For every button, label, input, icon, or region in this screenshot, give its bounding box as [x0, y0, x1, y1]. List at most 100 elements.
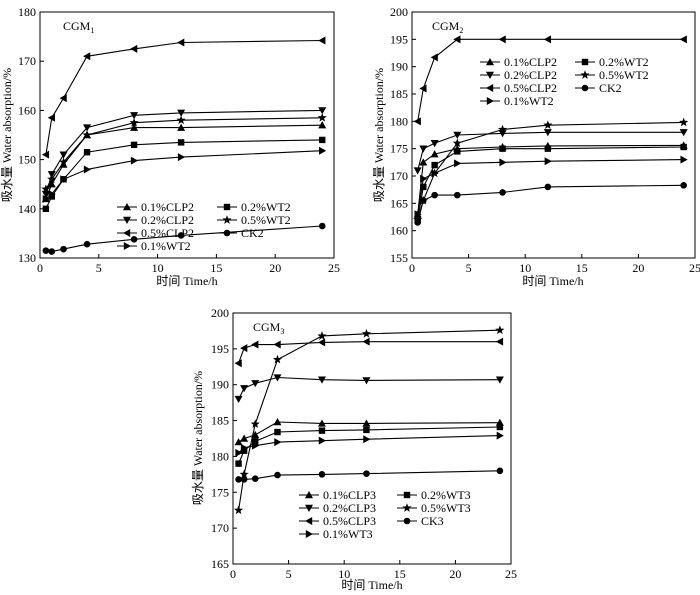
- data-point: [414, 210, 422, 219]
- panel-title-subscript: 2: [459, 26, 463, 35]
- y-tick-label: 155: [390, 251, 408, 265]
- legend-label: 0.2%CLP2: [504, 68, 557, 82]
- data-point: [234, 395, 243, 404]
- data-point: [235, 476, 242, 483]
- series-CK3: [235, 467, 504, 483]
- x-axis-label: 时间 Time/h: [522, 274, 583, 288]
- data-point: [317, 376, 326, 384]
- data-point: [679, 129, 688, 137]
- legend-marker: [486, 84, 494, 92]
- y-tick-label: 175: [211, 485, 229, 499]
- legend: 0.1%CLP2 0.2%WT2 0.2%CLP2 0.5%WT2 0.5%CLP2 CK…: [480, 55, 649, 108]
- data-point: [497, 124, 508, 134]
- data-point: [318, 107, 327, 115]
- panel-title: CGM2: [432, 19, 463, 35]
- data-point: [235, 448, 243, 457]
- data-point: [496, 423, 504, 431]
- series-line: [417, 184, 684, 223]
- legend-label: 0.5%CLP2: [504, 81, 557, 95]
- legend-item: 0.1%CLP3: [299, 488, 376, 502]
- legend-item: 0.5%WT2: [575, 68, 649, 82]
- data-point: [83, 240, 91, 248]
- data-point: [363, 435, 371, 444]
- data-point: [420, 197, 427, 204]
- legend: 0.1%CLP2 0.2%WT2 0.2%CLP2 0.5%WT2 0.5%CLP2 CK…: [117, 200, 291, 253]
- x-tick-label: 20: [632, 261, 644, 275]
- series-0.1%WT2: [42, 146, 327, 203]
- data-point: [498, 35, 506, 44]
- legend-label: 0.2%WT2: [599, 55, 649, 69]
- legend-label: 0.1%CLP2: [504, 55, 557, 69]
- x-tick-label: 10: [519, 261, 531, 275]
- data-point: [317, 338, 326, 347]
- data-point: [82, 130, 92, 139]
- data-point: [177, 38, 185, 47]
- data-point: [130, 123, 139, 131]
- data-point: [362, 377, 371, 385]
- y-tick-label: 190: [390, 60, 408, 74]
- data-point: [240, 344, 248, 353]
- data-point: [47, 180, 56, 188]
- data-point: [680, 143, 687, 151]
- data-point: [543, 35, 552, 44]
- y-tick-label: 200: [211, 306, 229, 320]
- data-point: [318, 436, 326, 445]
- data-point: [419, 84, 427, 93]
- y-tick-label: 185: [211, 414, 229, 428]
- data-point: [544, 183, 552, 191]
- series-line: [238, 435, 500, 454]
- legend-marker: [123, 216, 131, 224]
- data-point: [47, 174, 57, 184]
- data-point: [362, 419, 371, 427]
- data-point: [48, 190, 56, 199]
- data-point: [499, 189, 506, 196]
- data-point: [543, 120, 553, 130]
- data-point: [41, 190, 50, 199]
- series-0.5%WT2: [41, 112, 327, 193]
- x-tick-label: 25: [689, 261, 700, 275]
- data-point: [176, 115, 186, 125]
- data-point: [240, 443, 249, 452]
- x-tick-label: 20: [269, 261, 281, 275]
- series-CK2: [42, 222, 326, 255]
- y-tick-label: 190: [211, 378, 229, 392]
- data-point: [430, 53, 438, 62]
- data-point: [495, 337, 504, 346]
- y-tick-label: 180: [390, 114, 408, 128]
- y-tick-label: 170: [390, 169, 408, 183]
- x-axis-label: 时间 Time/h: [156, 274, 217, 288]
- legend-item: 0.1%WT2: [117, 239, 191, 253]
- legend-marker: [581, 58, 589, 66]
- legend-label: CK2: [241, 226, 264, 240]
- legend-marker: [222, 215, 232, 224]
- panel-title-main: CGM: [63, 19, 91, 33]
- legend-item: 0.1%CLP2: [117, 200, 194, 214]
- series-line: [45, 150, 323, 200]
- data-point: [272, 354, 283, 364]
- data-point: [679, 117, 689, 127]
- legend-label: CK3: [421, 514, 444, 528]
- legend-item: 0.2%WT2: [217, 200, 291, 214]
- legend-label: 0.2%CLP2: [141, 213, 194, 227]
- series-0.1%CLP3: [234, 418, 504, 446]
- data-point: [83, 52, 91, 61]
- series-0.2%CLP2: [41, 107, 327, 199]
- data-point: [317, 331, 327, 340]
- legend-item: CK3: [397, 514, 444, 528]
- legend-marker: [403, 491, 411, 499]
- data-point: [130, 44, 138, 53]
- x-tick-label: 0: [37, 261, 43, 275]
- data-point: [233, 505, 244, 515]
- legend-item: 0.1%WT3: [299, 527, 373, 541]
- legend-marker: [123, 203, 131, 211]
- data-point: [59, 94, 67, 103]
- legend-marker: [223, 203, 231, 211]
- data-point: [430, 150, 439, 158]
- data-point: [420, 174, 428, 183]
- legend-label: 0.1%CLP3: [323, 488, 376, 502]
- data-point: [83, 124, 92, 132]
- y-tick-label: 195: [211, 342, 229, 356]
- data-point: [41, 184, 51, 193]
- data-point: [680, 181, 687, 189]
- legend-item: 0.2%CLP2: [480, 68, 557, 82]
